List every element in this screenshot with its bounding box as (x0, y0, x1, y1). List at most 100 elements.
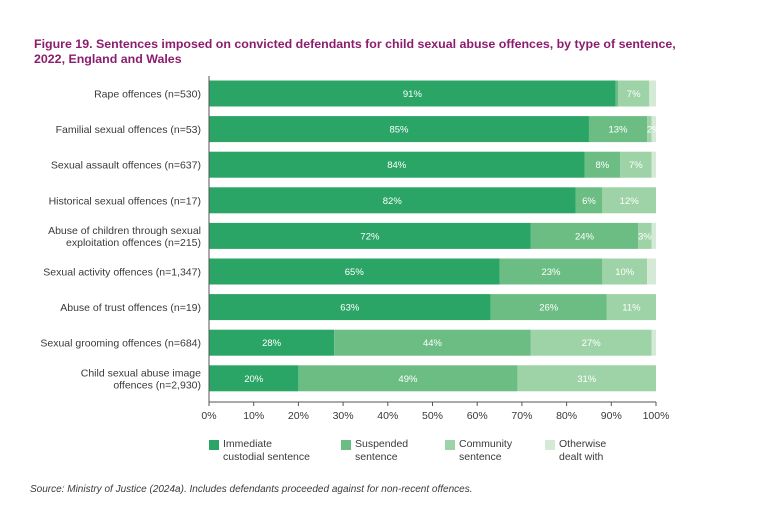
bar-segment (575, 187, 603, 214)
x-tick-label: 100% (643, 410, 670, 422)
x-tick-label: 20% (288, 410, 309, 422)
bar-value-label: 82% (383, 196, 403, 207)
bar-segment (499, 258, 603, 285)
bar-segment (651, 222, 656, 249)
bar-segment (209, 365, 299, 392)
category-label: exploitation offences (n=215) (66, 237, 201, 249)
bar-value-label: 23% (541, 267, 561, 278)
bar-value-label: 91% (403, 89, 423, 100)
bar-value-label: 49% (398, 374, 418, 385)
bar-value-label: 11% (622, 303, 641, 314)
bar-segment (530, 329, 652, 356)
bar-segment (490, 294, 607, 321)
bar-segment (209, 187, 576, 214)
x-tick-label: 40% (377, 410, 398, 422)
legend-label-line: Immediate (223, 438, 273, 450)
bar-segment (209, 258, 500, 285)
source-note: Source: Ministry of Justice (2024a). Inc… (30, 484, 473, 495)
x-tick-label: 50% (422, 410, 443, 422)
legend-label-community: Community sentence (459, 438, 559, 463)
legend-swatch-immediate-custodial (209, 440, 219, 450)
x-tick-label: 80% (556, 410, 577, 422)
legend-label-immediate-custodial: Immediate custodial sentence (223, 438, 323, 463)
bar-segment (647, 258, 656, 285)
bar-value-label: 28% (262, 338, 282, 349)
category-label: Sexual activity offences (n=1,347) (43, 267, 201, 279)
legend-label-line: dealt with (559, 450, 604, 463)
legend-label-line: sentence (355, 450, 398, 463)
legend-label-line: Suspended (355, 438, 409, 450)
bar-value-label: 10% (615, 267, 635, 278)
bar-value-label: 13% (608, 125, 628, 136)
bar-segment (209, 329, 335, 356)
category-label: Rape offences (n=530) (94, 89, 201, 101)
x-tick-label: 90% (601, 410, 622, 422)
bar-value-label: 65% (345, 267, 365, 278)
legend-label-line: sentence (459, 450, 502, 463)
legend-label-line: custodial sentence (223, 450, 310, 463)
bar-segment (530, 222, 639, 249)
chart-title: Figure 19. Sentences imposed on convicte… (34, 37, 734, 67)
bar-value-label: 72% (360, 231, 380, 242)
category-label: Child sexual abuse image (81, 367, 201, 379)
bar-segment (647, 116, 652, 143)
category-label: Familial sexual offences (n=53) (56, 124, 201, 136)
bar-segment (602, 187, 656, 214)
bar-segment (209, 294, 491, 321)
bar-value-label: 27% (582, 338, 602, 349)
bar-segment (651, 329, 656, 356)
bar-value-label: 8% (595, 160, 609, 171)
category-label: Abuse of trust offences (n=19) (60, 302, 201, 314)
bar-value-label: 63% (340, 303, 360, 314)
legend-label-line: Otherwise (559, 438, 607, 450)
bar-segment (651, 116, 656, 143)
bar-segment (298, 365, 518, 392)
chart-title-line-1: Figure 19. Sentences imposed on convicte… (34, 37, 676, 51)
category-label: Historical sexual offences (n=17) (49, 195, 201, 207)
bar-value-label: 26% (539, 303, 559, 314)
bar-value-label: 44% (423, 338, 443, 349)
bar-value-label: 3% (638, 231, 652, 242)
legend-swatch-community (445, 440, 455, 450)
x-tick-label: 70% (511, 410, 532, 422)
bar-value-label: 7% (627, 89, 641, 100)
x-tick-label: 60% (467, 410, 488, 422)
bar-segment (649, 80, 656, 107)
bar-segment (606, 294, 656, 321)
bar-segment (209, 151, 585, 178)
legend-label-otherwise: Otherwise dealt with (559, 438, 659, 463)
category-label: Abuse of children through sexual (48, 225, 201, 237)
bar-segment (588, 116, 648, 143)
legend-swatch-otherwise (545, 440, 555, 450)
bar-segment (602, 258, 648, 285)
bar-segment (618, 80, 650, 107)
x-tick-label: 0% (201, 410, 216, 422)
bar-segment (615, 80, 619, 107)
category-label: Sexual grooming offences (n=684) (40, 338, 201, 350)
bar-value-label: 12% (620, 196, 640, 207)
bar-value-label: 84% (387, 160, 407, 171)
bar-segment (620, 151, 652, 178)
x-tick-label: 10% (243, 410, 264, 422)
legend-label-suspended: Suspended sentence (355, 438, 455, 463)
chart-legend: Immediate custodial sentence Suspended s… (209, 438, 669, 468)
bar-segment (334, 329, 531, 356)
bar-value-label: 20% (244, 374, 264, 385)
legend-label-line: Community (459, 438, 513, 450)
bar-segment (209, 222, 531, 249)
bar-value-label: 6% (582, 196, 596, 207)
bar-segment (209, 116, 589, 143)
category-label: offences (n=2,930) (113, 379, 201, 391)
bar-value-label: 85% (389, 125, 409, 136)
bar-value-label: 31% (577, 374, 597, 385)
bar-value-label: 2% (647, 125, 661, 136)
bar-segment (651, 151, 656, 178)
bar-segment (209, 80, 616, 107)
bar-segment (517, 365, 656, 392)
bar-segment (584, 151, 621, 178)
legend-swatch-suspended (341, 440, 351, 450)
category-label: Sexual assault offences (n=637) (51, 160, 201, 172)
chart-title-line-2: 2022, England and Wales (34, 52, 182, 66)
x-tick-label: 30% (333, 410, 354, 422)
